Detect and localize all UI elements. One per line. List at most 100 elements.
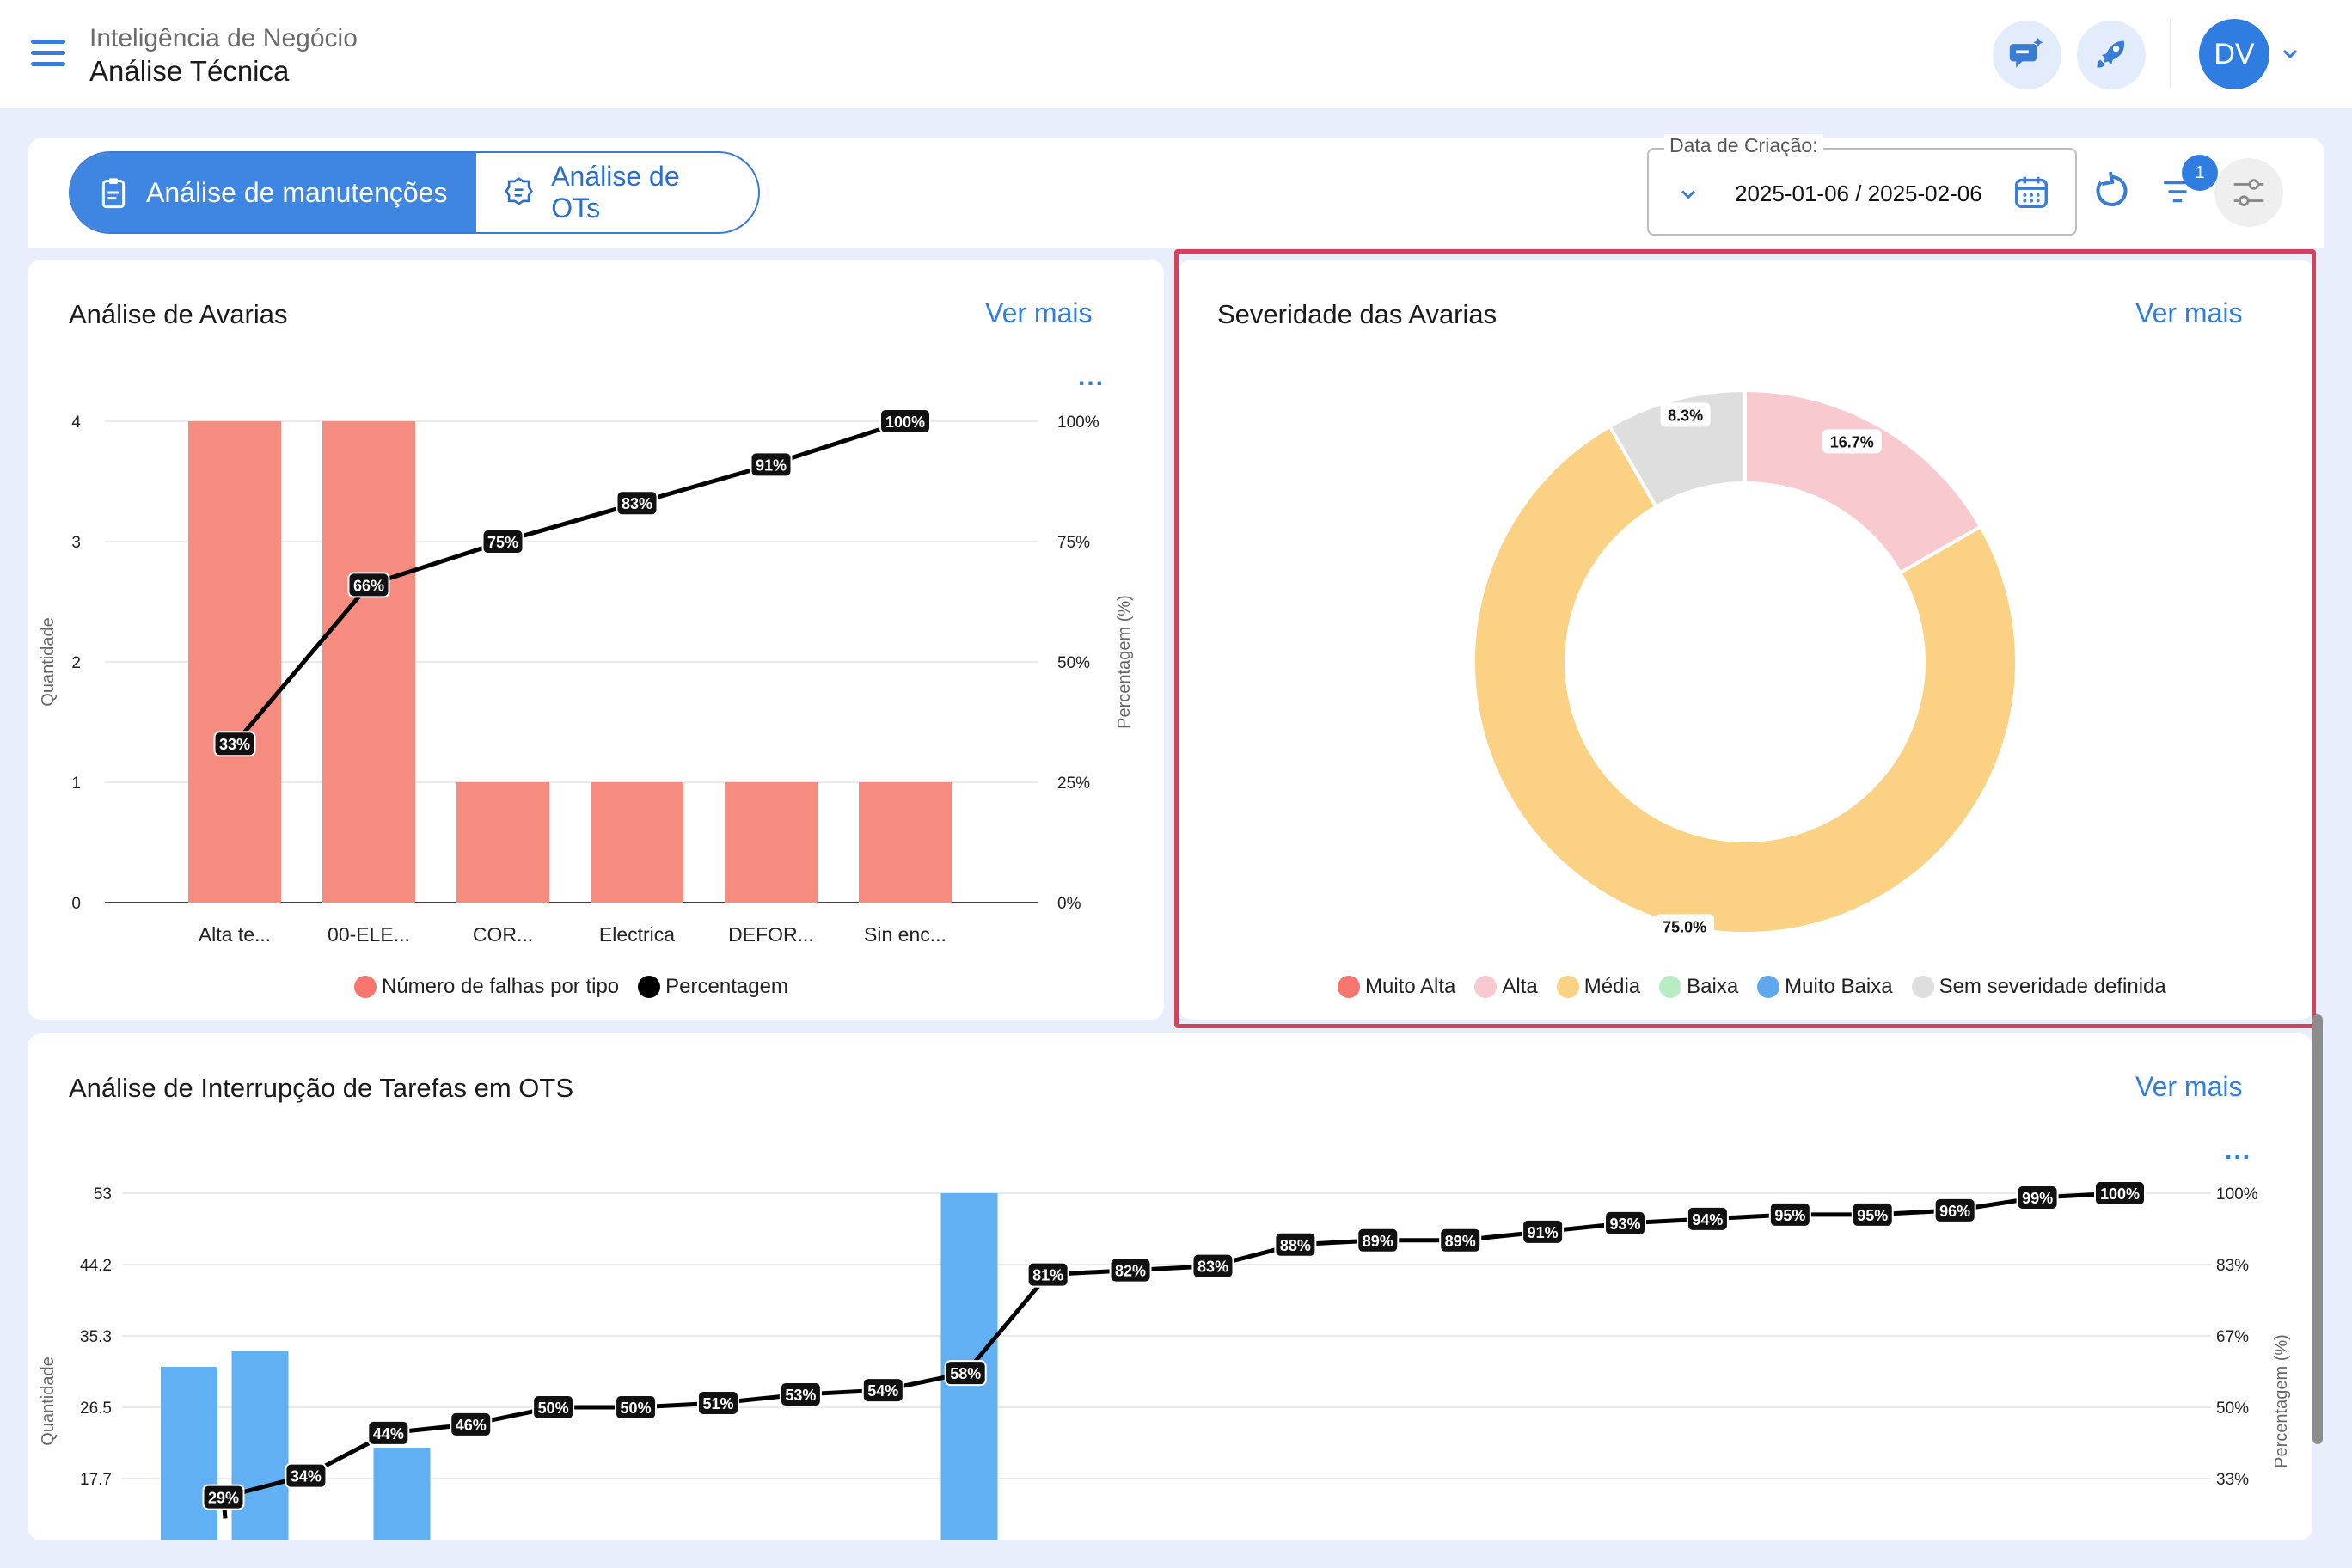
- tab-maintenance-analysis[interactable]: Análise de manutenções: [70, 153, 476, 232]
- pareto-chart-breakdowns: 0 1 2 3 4 0% 25% 50% 75% 100% Quantidade Percentage…: [39, 408, 1134, 946]
- percentage-line: [233, 419, 906, 745]
- y2-axis-label: Percentagem (%): [1115, 595, 1134, 729]
- data-label-box: [1191, 1253, 1234, 1279]
- card-title: Severidade das Avarias: [1217, 299, 1498, 329]
- data-label-box: [944, 1360, 987, 1387]
- data-label-box: [481, 529, 524, 554]
- launch-button[interactable]: [2077, 21, 2146, 89]
- x-tick-label: 00-ELE...: [328, 923, 410, 946]
- legend-item[interactable]: Baixa: [1659, 975, 1738, 999]
- chart-options-icon[interactable]: ...: [2225, 1136, 2252, 1165]
- data-label-box: [861, 1377, 904, 1404]
- data-label: 33%: [219, 736, 250, 753]
- data-label-box: [532, 1394, 575, 1420]
- x-tick-label: Sin enc...: [864, 923, 946, 946]
- y2-tick-label: 83%: [2216, 1257, 2249, 1275]
- legend-label: Alta: [1502, 975, 1538, 998]
- data-label: 66%: [353, 577, 384, 594]
- slice-label: 8.3%: [1668, 407, 1703, 424]
- rocket-icon: [2097, 40, 2125, 68]
- analysis-tabs: Análise de manutenções Análise de OTs: [69, 151, 760, 234]
- breadcrumb-parent[interactable]: Inteligência de Negócio: [89, 24, 358, 52]
- work-order-icon: [505, 177, 533, 205]
- slice-label: 16.7%: [1830, 433, 1874, 450]
- data-label-box: [2094, 1180, 2146, 1206]
- data-label-box: [879, 408, 931, 434]
- data-label-box: [1026, 1261, 1069, 1288]
- y-tick-label: 17.7: [80, 1471, 112, 1489]
- refresh-icon[interactable]: [2091, 170, 2132, 211]
- slice-label-box: [1822, 429, 1882, 454]
- data-label: 83%: [1197, 1259, 1228, 1276]
- see-more-link[interactable]: Ver mais: [2135, 297, 2243, 328]
- assistant-chat-button[interactable]: [1993, 21, 2061, 89]
- x-tick-label: COR...: [473, 923, 533, 946]
- legend-item[interactable]: Sem severidade definida: [1911, 975, 2166, 999]
- date-range-value[interactable]: 2025-01-06 / 2025-02-06: [1735, 181, 1982, 206]
- y2-tick-label: 100%: [1057, 413, 1099, 432]
- data-label: 50%: [538, 1400, 569, 1417]
- donut-slice: [1472, 424, 2018, 935]
- data-label-box: [1109, 1257, 1152, 1283]
- legend-item[interactable]: Muito Baixa: [1757, 975, 1893, 999]
- pareto-chart-interruptions: 5344.235.326.517.78.8100%83%67%50%33%17%…: [39, 1180, 2291, 1540]
- legend-item[interactable]: Percentagem: [638, 975, 788, 999]
- data-label: 99%: [2022, 1190, 2053, 1207]
- y-tick-label: 44.2: [80, 1257, 112, 1275]
- filter-settings-button[interactable]: [2214, 158, 2283, 227]
- data-label: 54%: [867, 1382, 898, 1400]
- bar: [161, 1367, 217, 1540]
- legend-label: Sem severidade definida: [1939, 975, 2166, 998]
- tab-ot-analysis[interactable]: Análise de OTs: [476, 153, 758, 232]
- creation-date-field[interactable]: [1647, 148, 2077, 236]
- data-label-box: [615, 1394, 658, 1420]
- legend-item[interactable]: Alta: [1474, 975, 1538, 999]
- data-label-box: [2016, 1184, 2059, 1210]
- see-more-link[interactable]: Ver mais: [985, 297, 1093, 328]
- legend-swatch: [1659, 976, 1682, 998]
- legend-label: Muito Alta: [1365, 975, 1456, 998]
- data-label-box: [367, 1419, 410, 1446]
- slice-label: 75.0%: [1663, 918, 1706, 935]
- chart-options-icon[interactable]: ...: [1078, 363, 1106, 391]
- tab-label: Análise de manutenções: [146, 176, 448, 208]
- data-label: 100%: [885, 413, 925, 431]
- data-label: 81%: [1032, 1267, 1063, 1284]
- data-label: 89%: [1445, 1233, 1476, 1250]
- y2-tick-label: 0%: [1057, 895, 1081, 913]
- menu-icon[interactable]: [31, 40, 65, 67]
- y-tick-label: 26.5: [80, 1400, 112, 1418]
- severity-legend: Muito Alta Alta Média Baixa Muito Baixa Sem s…: [1338, 975, 2166, 999]
- data-label: 51%: [702, 1395, 733, 1412]
- data-label-box: [1522, 1218, 1565, 1245]
- legend-item[interactable]: Número de falhas por tipo: [354, 975, 619, 999]
- percentage-line: [221, 1191, 2121, 1519]
- donut-slice: [1607, 388, 1747, 510]
- x-tick-label: DEFOR...: [728, 923, 814, 946]
- legend-item[interactable]: Muito Alta: [1338, 975, 1455, 999]
- legend-swatch: [1556, 976, 1579, 998]
- y2-tick-label: 75%: [1057, 534, 1090, 552]
- chat-sparkle-icon: [2009, 37, 2043, 68]
- data-label-box: [1933, 1197, 1976, 1223]
- filter-count-badge: 1: [2182, 155, 2218, 191]
- chevron-down-icon[interactable]: [2280, 43, 2300, 64]
- see-more-link[interactable]: Ver mais: [2135, 1071, 2243, 1102]
- chevron-down-icon[interactable]: [1676, 182, 1700, 206]
- data-label: 95%: [1774, 1207, 1805, 1224]
- data-label: 94%: [1692, 1211, 1723, 1228]
- data-label: 75%: [487, 534, 518, 551]
- highlight-frame: [1174, 249, 2316, 1028]
- calendar-icon[interactable]: [2012, 172, 2051, 211]
- data-label-box: [1439, 1227, 1482, 1253]
- data-label: 46%: [456, 1417, 487, 1434]
- legend-swatch: [1338, 976, 1360, 998]
- data-label-box: [1686, 1205, 1729, 1232]
- legend-item[interactable]: Média: [1556, 975, 1641, 999]
- avatar[interactable]: DV: [2199, 19, 2269, 89]
- bar: [373, 1447, 431, 1540]
- scrollbar[interactable]: [2312, 1014, 2323, 1444]
- clipboard-icon: [101, 178, 126, 209]
- data-label: 58%: [950, 1365, 981, 1382]
- legend-label: Média: [1583, 975, 1641, 998]
